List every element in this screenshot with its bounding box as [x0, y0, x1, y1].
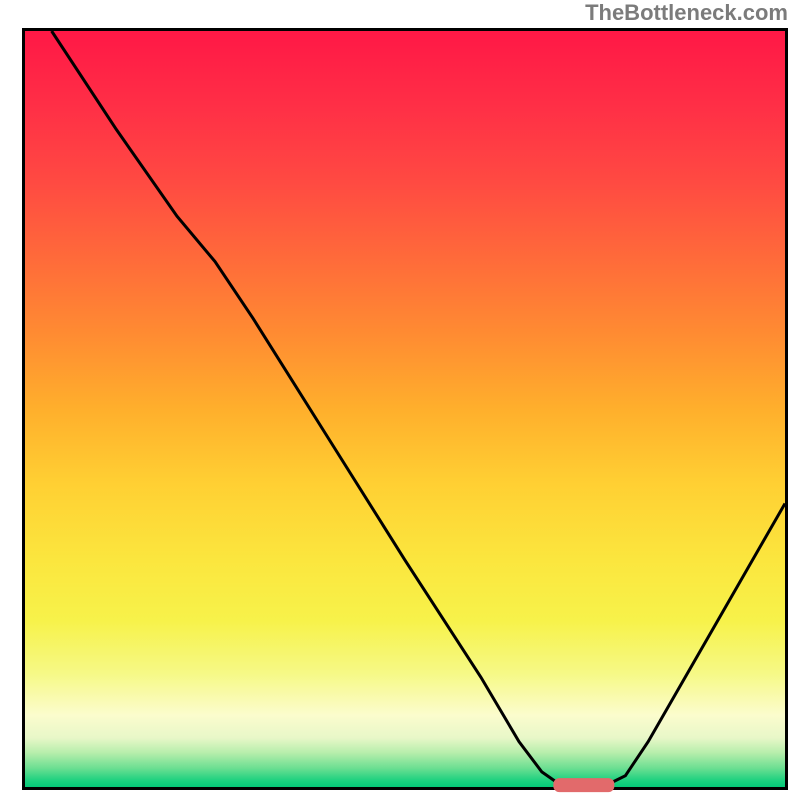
chart-curve-path — [52, 31, 785, 784]
chart-plot-area — [22, 28, 788, 790]
chart-optimal-marker — [554, 779, 615, 793]
watermark-text: TheBottleneck.com — [585, 0, 788, 26]
chart-svg — [25, 31, 785, 787]
